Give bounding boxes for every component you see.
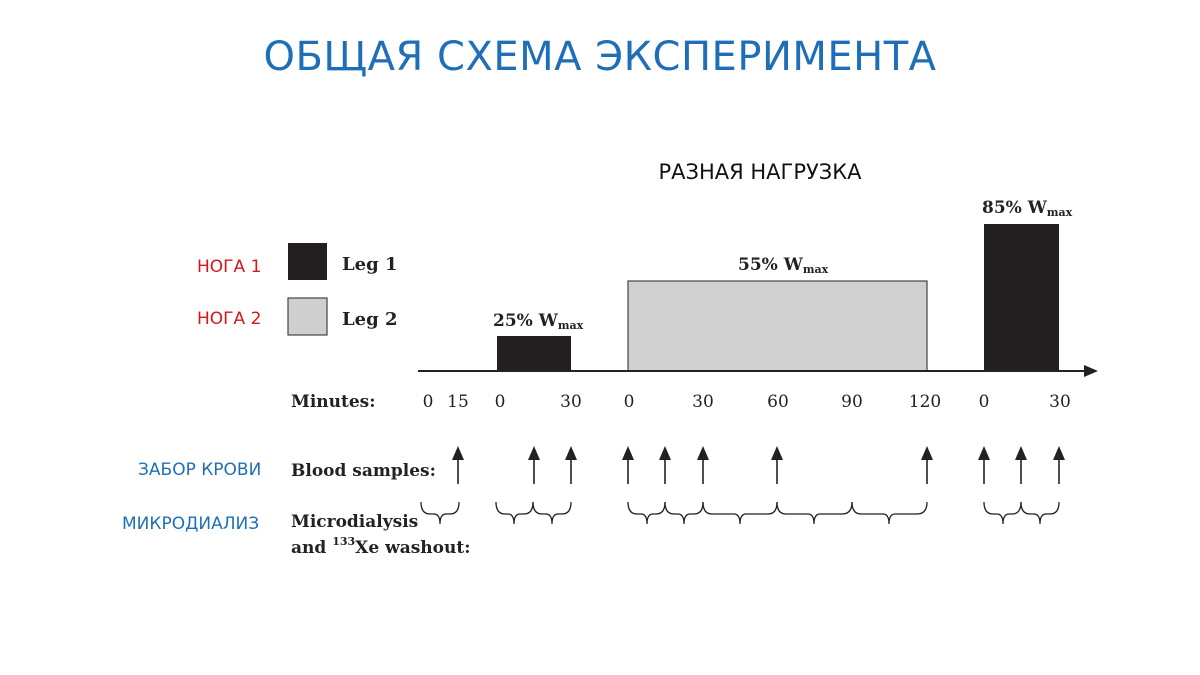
- minutes-row-label: Minutes:: [291, 392, 376, 412]
- blood-ru-label: ЗАБОР КРОВИ: [138, 460, 262, 480]
- sampling-brace: [702, 501, 778, 525]
- tick-label: 0: [624, 392, 635, 412]
- sampling-brace: [983, 501, 1022, 525]
- leg2-ru-label: НОГА 2: [197, 309, 262, 329]
- time-axis-arrowhead: [1084, 365, 1098, 377]
- tick-label: 90: [841, 392, 863, 412]
- sampling-brace: [532, 501, 572, 525]
- load-block-85: [984, 224, 1059, 371]
- load-label-25: 25% Wmax: [493, 311, 584, 332]
- sampling-brace: [851, 501, 928, 525]
- sample-arrowhead: [528, 446, 540, 460]
- blood-sample-arrows: [452, 446, 1065, 484]
- tick-label: 30: [560, 392, 582, 412]
- sample-arrowhead: [452, 446, 464, 460]
- sampling-brace: [420, 501, 460, 525]
- tick-label: 60: [767, 392, 789, 412]
- leg1-ru-label: НОГА 1: [197, 257, 262, 277]
- sampling-brace: [627, 501, 666, 525]
- microdialysis-braces: [420, 501, 1060, 525]
- sample-arrowhead: [1053, 446, 1065, 460]
- sample-arrowhead: [978, 446, 990, 460]
- slide-title: ОБЩАЯ СХЕМА ЭКСПЕРИМЕНТА: [263, 34, 937, 80]
- sample-arrowhead: [1015, 446, 1027, 460]
- subtitle-label: РАЗНАЯ НАГРУЗКА: [658, 160, 862, 184]
- leg1-legend-box: [288, 243, 327, 280]
- sample-arrowhead: [697, 446, 709, 460]
- sampling-brace: [495, 501, 534, 525]
- leg2-legend-box: [287, 297, 328, 336]
- load-block-25: [497, 336, 571, 371]
- leg1-legend-label: Leg 1: [342, 254, 398, 275]
- tick-label: 0: [423, 392, 434, 412]
- sample-arrowhead: [771, 446, 783, 460]
- load-block-55: [627, 280, 928, 372]
- tick-label: 30: [692, 392, 714, 412]
- sample-arrowhead: [565, 446, 577, 460]
- microdialysis-row-label: Microdialysis: [291, 512, 418, 532]
- sample-arrowhead: [659, 446, 671, 460]
- sample-arrowhead: [622, 446, 634, 460]
- load-label-85: 85% Wmax: [982, 198, 1073, 219]
- tick-label: 30: [1049, 392, 1071, 412]
- sampling-brace: [664, 501, 704, 525]
- tick-label: 120: [909, 392, 941, 412]
- tick-label: 0: [979, 392, 990, 412]
- tick-label: 0: [495, 392, 506, 412]
- sample-arrowhead: [921, 446, 933, 460]
- sampling-brace: [1020, 501, 1060, 525]
- sampling-brace: [776, 501, 853, 525]
- tick-label: 15: [447, 392, 469, 412]
- load-label-55: 55% Wmax: [738, 255, 829, 276]
- microdialysis-ru-label: МИКРОДИАЛИЗ: [122, 514, 260, 534]
- blood-samples-row-label: Blood samples:: [291, 461, 436, 481]
- xe-washout-row-label: and 133Xe washout:: [291, 535, 471, 558]
- leg2-legend-label: Leg 2: [342, 309, 398, 330]
